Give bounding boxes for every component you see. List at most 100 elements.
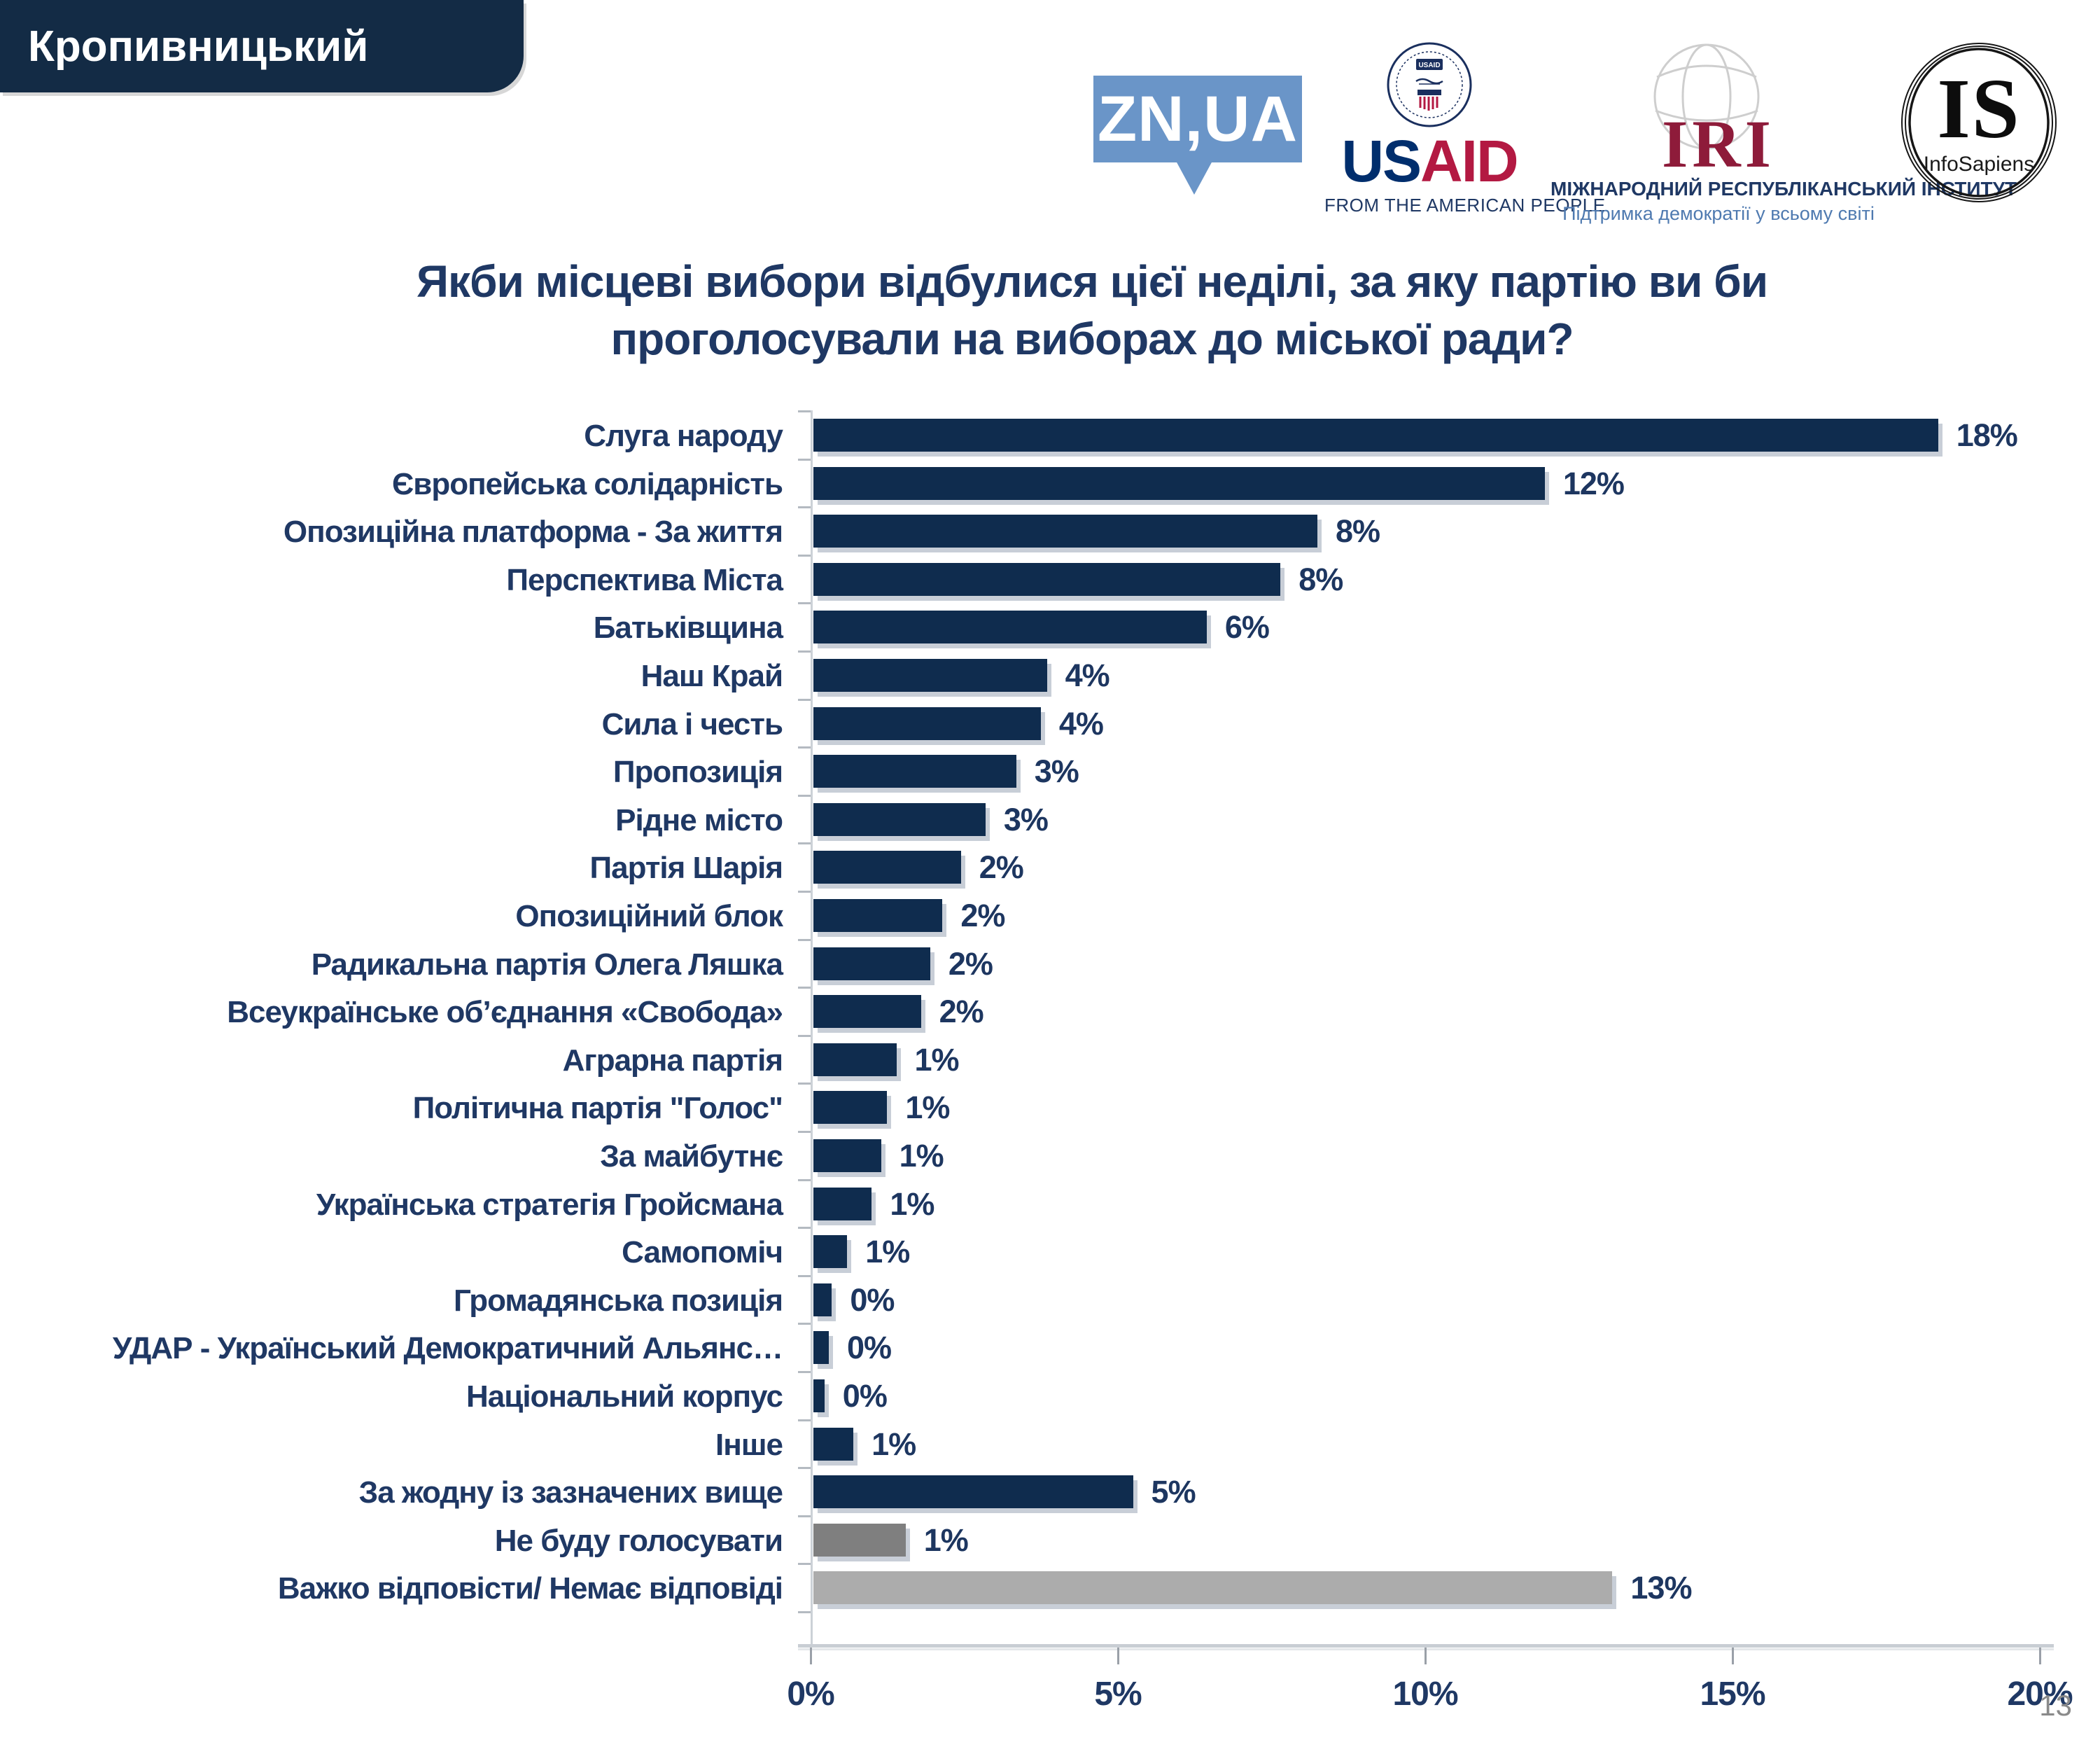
value-axis-tick-label: 20% [2007,1676,2073,1713]
bar-value-label: 1% [865,1234,910,1270]
value-axis-tick [809,1648,812,1664]
bar-category-label: Партія Шарія [589,851,783,886]
category-axis-tick [798,1083,811,1085]
svg-text:USAID: USAID [1418,62,1440,69]
bar [813,1235,848,1269]
bar-category-label: Пропозиція [612,755,783,790]
category-axis-tick [798,1563,811,1566]
category-axis-tick [798,1178,811,1181]
bar [813,1379,825,1412]
category-axis-tick [798,1227,811,1230]
bar-value-label: 1% [914,1041,960,1078]
znua-logo-text: ZN,UA [1097,83,1298,155]
bar-value-label: 0% [846,1330,892,1366]
bar [813,1091,888,1125]
bar-value-label: 2% [960,898,1005,933]
category-axis-tick [798,891,811,893]
category-axis-tick [798,1323,811,1325]
category-axis-tick [798,1034,811,1037]
bar [813,755,1016,788]
bar [813,1283,832,1316]
infosapiens-name: InfoSapiens [1923,153,2035,176]
category-axis-tick [798,1515,811,1517]
bar-category-label: Наш Край [640,659,783,693]
bar [813,659,1047,692]
iri-acronym: IRI [1661,106,1776,181]
category-axis-tick [798,554,811,557]
value-axis-tick-label: 0% [787,1676,834,1713]
bar-category-label: Всеукраїнське об’єднання «Свобода» [227,995,783,1030]
infosapiens-logo: IS InfoSapiens [1898,41,2059,204]
region-header: Кропивницький [0,0,524,92]
bar [813,1187,872,1220]
category-axis-tick [798,1131,811,1133]
bar-category-label: За майбутнє [600,1139,783,1174]
category-axis-tick [798,1419,811,1421]
infosapiens-rings-icon [1901,43,2057,202]
category-axis-tick [798,602,811,605]
bar-value-label: 4% [1065,657,1110,693]
value-axis-tick [2038,1648,2041,1664]
bar [813,1571,1613,1605]
value-axis-tick-label: 15% [1700,1676,1765,1713]
bar-value-label: 3% [1034,753,1079,790]
bar [813,1475,1133,1509]
bar-value-label: 2% [948,945,993,982]
bar-value-label: 3% [1003,801,1049,837]
bar-category-label: За жодну із зазначених вище [358,1475,783,1510]
usaid-seal-icon: USAID [1387,42,1472,127]
znua-logo: ZN,UA [1093,76,1302,195]
bar-value-label: 12% [1562,465,1625,501]
usaid-logo: USAID USAID FROM THE AMERICAN PEOPLE [1324,41,1606,216]
bar-value-label: 8% [1298,561,1343,597]
category-axis-tick [798,1274,811,1277]
bar-category-label: Опозиційна платформа - За життя [283,515,783,550]
region-title: Кропивницький [28,22,369,71]
iri-logo: IRI МІЖНАРОДНИЙ РЕСПУБЛІКАНСЬКИЙ ІНСТИТУ… [1550,41,2017,224]
bar-category-label: Опозиційний блок [515,899,783,933]
bar [813,419,1938,452]
category-axis-tick [798,1371,811,1373]
bar-category-label: Радикальна партія Олега Ляшка [311,947,783,982]
bar-value-label: 2% [979,849,1024,886]
znua-speech-bubble-tail-icon [1176,161,1212,195]
page-number: 13 [2039,1689,2072,1722]
bar-category-label: Перспектива Міста [506,562,783,597]
bar [813,611,1207,644]
bar-value-label: 1% [899,1138,944,1174]
category-axis-tick [798,794,811,797]
bar [813,802,986,836]
value-axis-line [798,1644,2054,1648]
category-axis-tick [798,650,811,653]
bar-category-label: Громадянська позиція [453,1283,783,1318]
iri-subtitle: Підтримка демократії у всьому світі [1562,203,1875,224]
category-axis-line [811,410,813,1645]
bar [813,995,921,1029]
bar-category-label: Сила і честь [601,707,783,742]
category-axis-tick [798,458,811,461]
bar-value-label: 1% [872,1426,916,1462]
bar [813,707,1041,740]
bar [813,562,1281,596]
bar [813,851,961,884]
bar-value-label: 1% [890,1185,934,1222]
category-axis-tick [798,506,811,509]
category-axis-tick [798,1611,811,1613]
usaid-tagline: FROM THE AMERICAN PEOPLE [1324,195,1606,216]
bar-category-label: Європейська солідарність [391,466,783,501]
category-axis-tick [798,842,811,845]
bar-value-label: 5% [1151,1474,1196,1510]
value-axis-tick [1116,1648,1119,1664]
bar-category-label: Важко відповісти/ Немає відповіді [277,1571,783,1606]
iri-globe-icon [1653,43,1760,150]
bar-category-label: Рідне місто [615,802,783,837]
bar [813,1139,881,1172]
bar-value-label: 4% [1058,705,1104,742]
chart-title-line2: проголосували на виборах до міської ради… [610,313,1574,364]
bar-category-label: Самопоміч [622,1235,783,1270]
bar-value-label: 1% [923,1522,969,1558]
category-axis-tick [798,1467,811,1470]
bar-value-label: 1% [905,1090,950,1126]
category-axis-tick [798,698,811,701]
